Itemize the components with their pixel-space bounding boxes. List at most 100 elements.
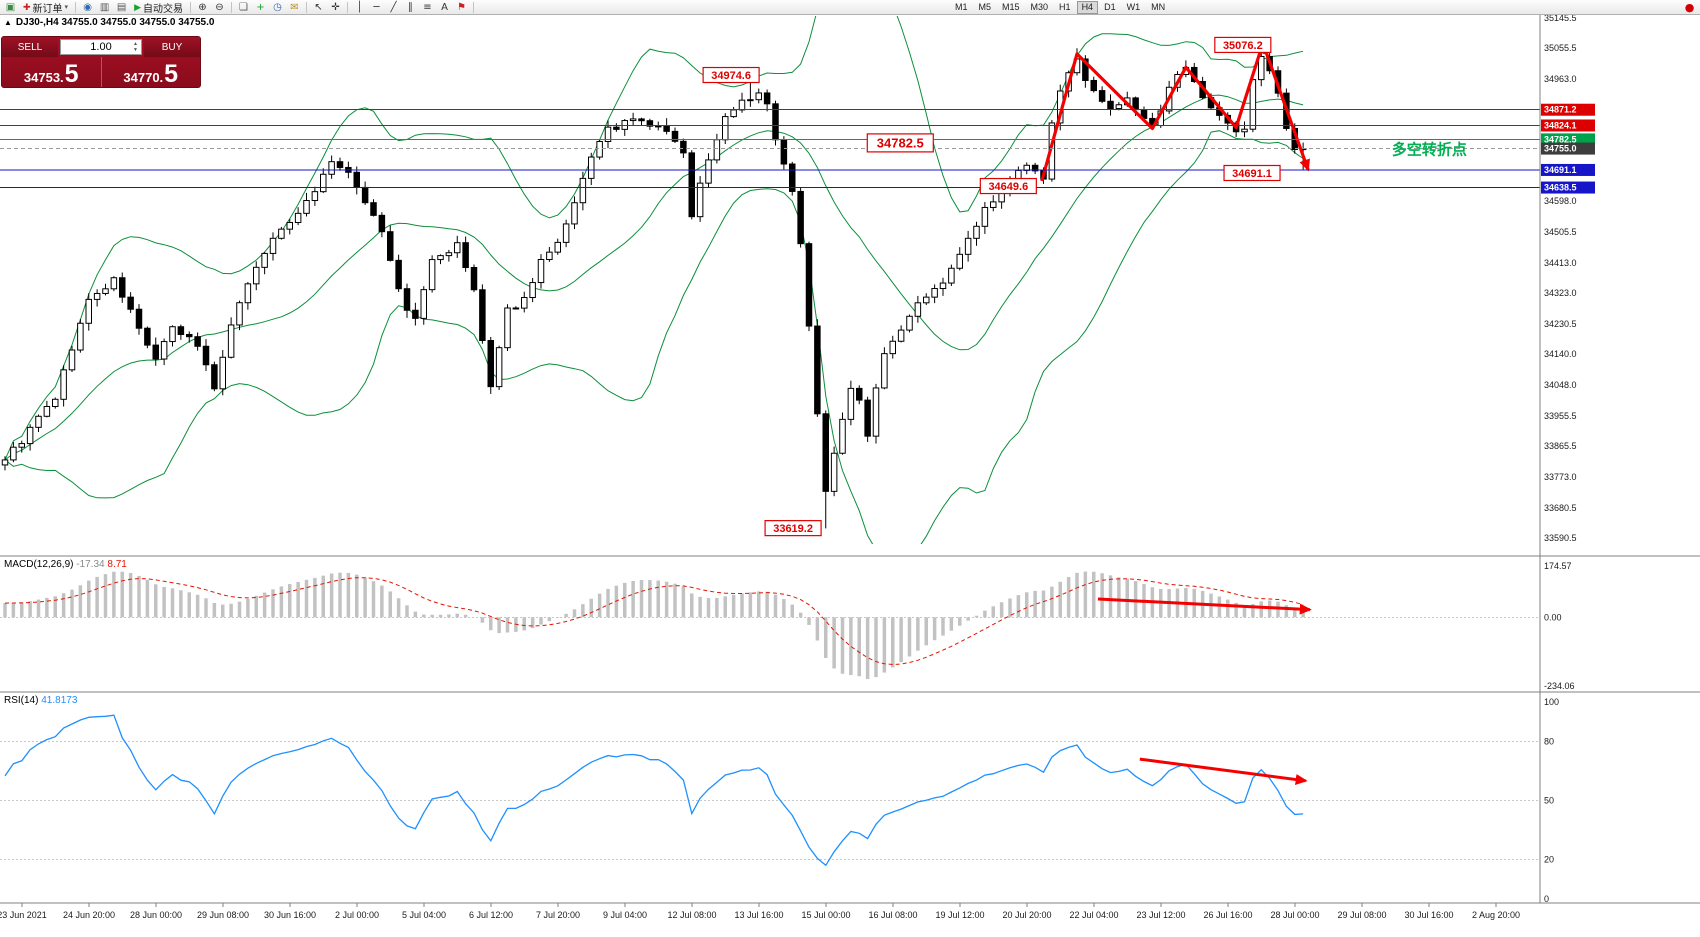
candle-body [621, 120, 628, 130]
svg-text:34871.2: 34871.2 [1544, 105, 1577, 115]
timeframe-D1[interactable]: D1 [1099, 1, 1121, 14]
bar-chart-icon[interactable]: ▥ [99, 1, 110, 13]
candle-body [588, 156, 595, 179]
annotation-35076.2[interactable]: 35076.2 [1214, 36, 1272, 54]
candle-body [906, 315, 913, 331]
candle-body [521, 297, 528, 309]
vertical-line-icon[interactable]: │ [356, 1, 363, 13]
candle-body [60, 369, 67, 400]
candle-body [311, 191, 319, 201]
candle-body [336, 161, 344, 168]
macd-signal-line [4, 577, 1304, 666]
timeframe-M15[interactable]: M15 [997, 1, 1025, 14]
price-axis-label: 34048.0 [1544, 380, 1577, 390]
macd-trend-arrow[interactable] [1097, 597, 1312, 615]
clock-icon[interactable]: ◷ [273, 1, 282, 13]
time-axis-label: 16 Jul 08:00 [868, 910, 917, 920]
channel-icon[interactable]: ∥ [407, 1, 413, 13]
candle-body [914, 302, 922, 317]
toolbar-separator [189, 1, 191, 13]
shapes-icon[interactable]: ⚑ [457, 1, 466, 13]
crosshair-icon[interactable]: ✛ [331, 1, 340, 13]
timeframe-M30[interactable]: M30 [1026, 1, 1054, 14]
time-axis-label: 22 Jul 04:00 [1069, 910, 1118, 920]
annotation-34691.1[interactable]: 34691.1 [1223, 164, 1281, 182]
bollinger-upper [4, 16, 1304, 461]
timeframe-MN[interactable]: MN [1146, 1, 1170, 14]
volume-up-icon[interactable]: ▲ [133, 41, 138, 47]
buy-price-big-digit: 5 [164, 60, 179, 88]
mail-icon[interactable]: ✉ [290, 1, 299, 13]
svg-text:34824.1: 34824.1 [1544, 120, 1577, 130]
autotrading-button-label: 自动交易 [142, 3, 183, 15]
annotation-34649.6[interactable]: 34649.6 [979, 177, 1037, 195]
cursor-icon[interactable]: ↖ [314, 1, 323, 13]
annotation-33619.2[interactable]: 33619.2 [764, 520, 822, 537]
sell-price[interactable]: 34753. 5 [2, 57, 102, 87]
timeframe-H1[interactable]: H1 [1054, 1, 1076, 14]
price-axis-label: 33590.5 [1544, 533, 1577, 543]
one-click-collapse-icon[interactable]: ▲ [4, 18, 12, 27]
candlestick-chart-icon[interactable]: ▤ [116, 1, 127, 13]
candle-body [278, 228, 285, 239]
trend-zigzag-arrow-1[interactable] [1040, 41, 1266, 182]
tile-windows-icon[interactable]: ❏ [239, 1, 248, 13]
rsi-axis-label: 0 [1544, 894, 1549, 904]
time-axis[interactable]: 23 Jun 2021 24 Jun 20:00 28 Jun 00:00 29 Ju… [0, 903, 1520, 920]
buy-price[interactable]: 34770. 5 [102, 57, 201, 87]
timeframe-W1[interactable]: W1 [1122, 1, 1146, 14]
time-axis-label: 6 Jul 12:00 [469, 910, 513, 920]
candle-body [554, 241, 561, 253]
fibonacci-icon[interactable]: ≡ [423, 1, 432, 13]
timeframe-H4[interactable]: H4 [1076, 0, 1099, 14]
svg-text:34755.0: 34755.0 [1544, 144, 1577, 154]
time-axis-label: 19 Jul 12:00 [935, 910, 984, 920]
candle-body [939, 282, 947, 290]
horizontal-line-icon[interactable]: ─ [373, 1, 380, 13]
autotrading-button[interactable]: ▶ 自动交易 [131, 1, 186, 15]
volume-input[interactable]: 1.00 ▲ ▼ [60, 39, 142, 55]
candle-body [529, 282, 536, 299]
timeframe-group: M1 M5 M15 M30 H1 H4 D1 W1 MN [950, 0, 1170, 14]
candle-body [177, 326, 185, 335]
timeframe-M5[interactable]: M5 [974, 1, 997, 14]
volume-value: 1.00 [90, 41, 112, 53]
terminal-icon[interactable]: ▣ [5, 1, 16, 13]
annotation-34782.5[interactable]: 34782.5 [866, 133, 934, 153]
candle-body [763, 92, 771, 105]
candle-body [18, 443, 25, 448]
zoom-out-icon[interactable]: ⊖ [215, 1, 224, 13]
timeframe-M1[interactable]: M1 [950, 1, 973, 14]
candle-body [680, 140, 687, 154]
time-axis-label: 24 Jun 20:00 [63, 910, 115, 920]
svg-text:33619.2: 33619.2 [773, 523, 813, 535]
annotation-34974.6[interactable]: 34974.6 [702, 66, 760, 84]
sell-button[interactable]: SELL [2, 37, 58, 57]
new-order-button[interactable]: ✚ 新订单 ▾ [20, 1, 71, 15]
compass-icon[interactable]: ◉ [83, 1, 92, 13]
time-axis-label: 5 Jul 04:00 [402, 910, 446, 920]
candle-body [830, 452, 838, 492]
rsi-axis-label: 50 [1544, 796, 1554, 806]
macd-header: MACD(12,26,9) -17.34 8.71 [4, 559, 127, 570]
volume-down-icon[interactable]: ▼ [133, 47, 138, 53]
new-chart-icon[interactable]: + [256, 1, 265, 13]
time-axis-label: 13 Jul 16:00 [734, 910, 783, 920]
candle-body [722, 116, 729, 141]
trend-zigzag-arrow-2[interactable] [1261, 42, 1310, 172]
rsi-trend-arrow[interactable] [1139, 757, 1308, 785]
candle-body [428, 259, 436, 291]
turning-point-note[interactable]: 多空转折点 [1392, 141, 1467, 159]
candle-body [730, 109, 737, 118]
record-icon[interactable]: ● [1684, 0, 1695, 14]
volume-stepper[interactable]: ▲ ▼ [131, 40, 140, 54]
macd-axis-label: 174.57 [1544, 561, 1572, 571]
candle-body [328, 161, 335, 175]
candle-body [655, 125, 662, 128]
buy-button[interactable]: BUY [144, 37, 200, 57]
text-tool-icon[interactable]: A [441, 1, 448, 13]
candle-body [839, 418, 846, 454]
time-axis-label: 29 Jul 08:00 [1337, 910, 1386, 920]
zoom-in-icon[interactable]: ⊕ [198, 1, 207, 13]
trendline-icon[interactable]: ╱ [390, 1, 397, 13]
